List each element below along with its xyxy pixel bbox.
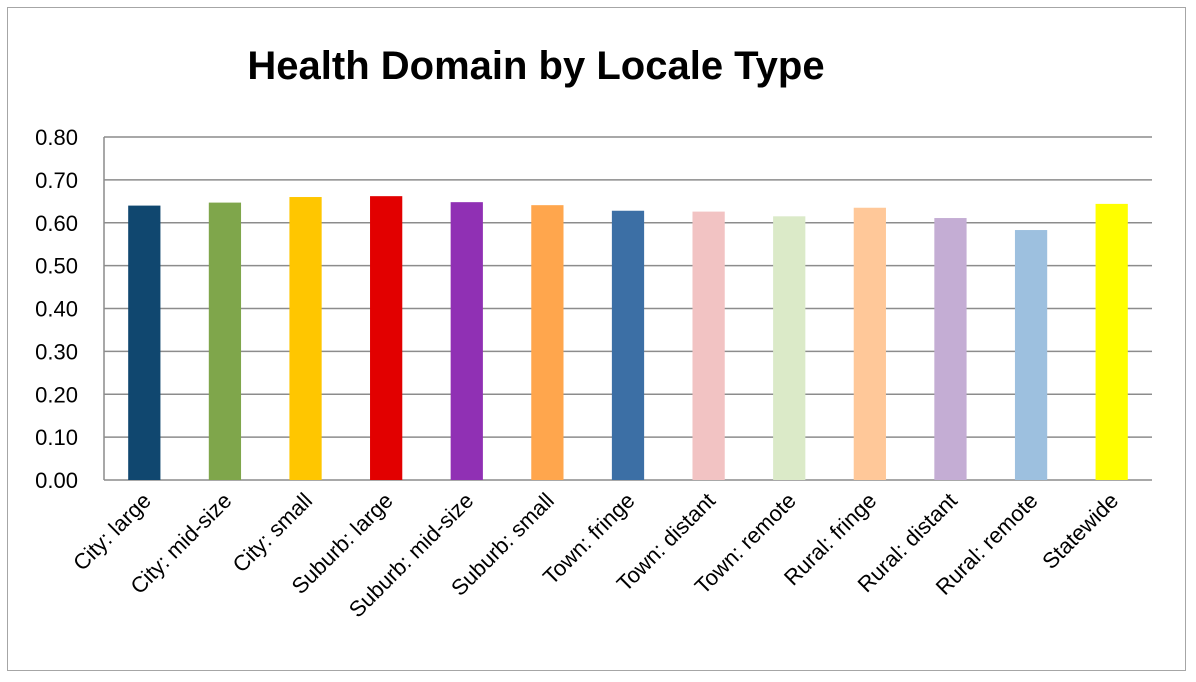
bar-city-mid-size <box>208 202 242 480</box>
chart-frame <box>7 7 1186 671</box>
bar-town-remote <box>773 216 806 480</box>
bar-statewide <box>1095 203 1128 480</box>
bar-rural-fringe <box>853 207 886 480</box>
y-tick-label: 0.70 <box>35 168 78 193</box>
y-tick-label: 0.10 <box>35 425 78 450</box>
y-tick-label: 0.60 <box>35 211 78 236</box>
bar-city-small <box>289 197 322 480</box>
gridlines <box>103 136 1152 481</box>
chart-title: Health Domain by Locale Type <box>247 44 824 88</box>
y-axis-tick-labels: 0.00 0.10 0.20 0.30 0.40 0.50 0.60 0.70 0.80 <box>35 125 78 493</box>
y-tick-label: 0.00 <box>35 468 78 493</box>
y-tick-label: 0.30 <box>35 339 78 364</box>
y-tick-label: 0.40 <box>35 297 78 322</box>
bar-town-fringe <box>611 210 645 480</box>
bars <box>128 196 1128 481</box>
bar-suburb-mid-size <box>450 202 483 481</box>
y-tick-label: 0.80 <box>35 125 78 150</box>
bar-suburb-large <box>370 196 403 481</box>
x-tick-label: Statewide <box>1037 488 1123 574</box>
bar-rural-remote <box>1014 230 1048 480</box>
y-tick-label: 0.20 <box>35 382 78 407</box>
bar-town-distant <box>692 211 725 481</box>
y-tick-label: 0.50 <box>35 254 78 279</box>
bar-city-large <box>128 205 161 480</box>
bar-rural-distant <box>934 218 967 480</box>
x-tick-label: City: large <box>68 488 156 576</box>
bar-suburb-small <box>531 205 564 480</box>
